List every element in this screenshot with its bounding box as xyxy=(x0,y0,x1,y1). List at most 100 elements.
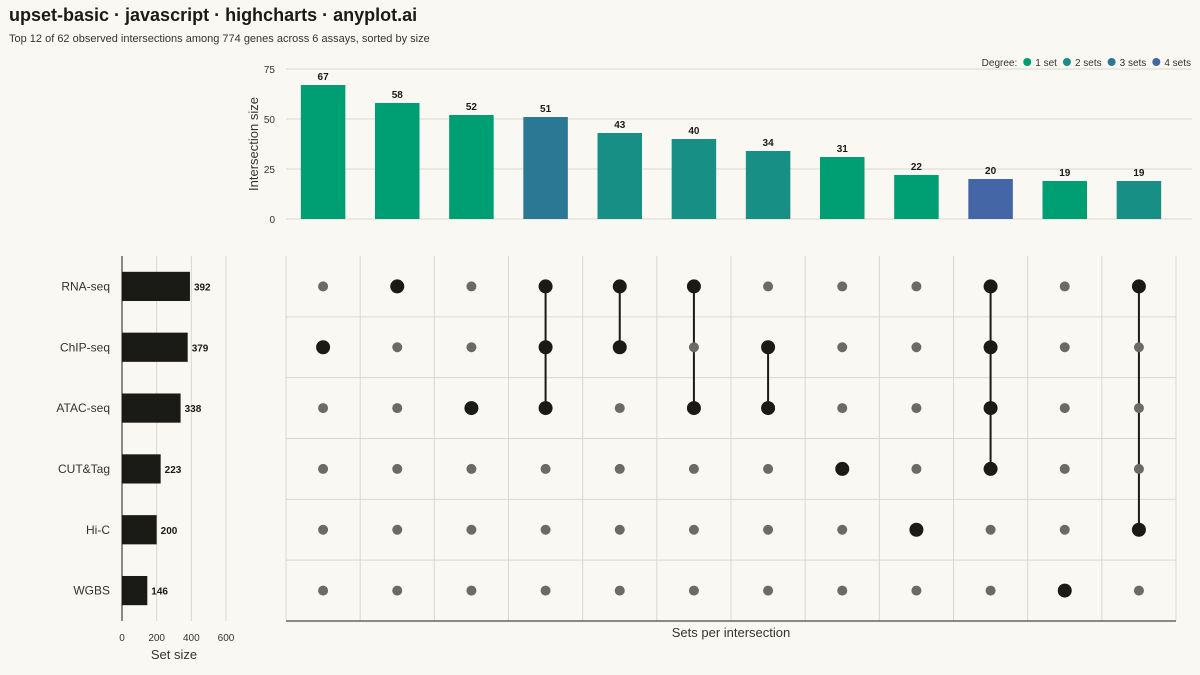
legend-item-label: 1 set xyxy=(1035,58,1057,69)
matrix-dot-inactive xyxy=(1059,463,1070,474)
matrix-dot-active xyxy=(390,279,405,294)
set-size-bar xyxy=(122,332,188,362)
intersection-bar xyxy=(523,117,568,219)
matrix-dot-inactive xyxy=(540,524,551,535)
intersection-bar xyxy=(1116,181,1162,219)
matrix-dot-inactive xyxy=(614,463,625,474)
matrix-dot-active xyxy=(686,279,701,294)
matrix-dot-active xyxy=(835,461,850,476)
legend-marker xyxy=(1107,58,1116,66)
matrix-dot-inactive xyxy=(1133,403,1144,414)
intersection-bar xyxy=(820,157,865,219)
set-size-label: 379 xyxy=(192,343,209,354)
matrix-dot-inactive xyxy=(911,342,922,353)
set-tick-label: 200 xyxy=(148,633,165,644)
matrix-dot-active xyxy=(538,340,553,355)
intersection-bar xyxy=(1042,181,1087,219)
matrix-dot-inactive xyxy=(985,524,996,535)
bar-data-label: 34 xyxy=(763,138,775,149)
legend-marker xyxy=(1062,58,1071,66)
set-size-label: 200 xyxy=(161,526,178,537)
set-name-label: ATAC-seq xyxy=(56,401,110,415)
set-size-bar xyxy=(122,454,161,484)
set-name-label: RNA-seq xyxy=(61,279,110,293)
set-size-label: 338 xyxy=(185,404,202,415)
matrix-dot-active xyxy=(983,461,998,476)
bar-data-label: 52 xyxy=(466,102,478,113)
set-size-bar xyxy=(122,393,181,423)
set-name-label: Hi-C xyxy=(86,523,110,537)
set-name-label: WGBS xyxy=(73,584,110,598)
matrix-dot-inactive xyxy=(1059,281,1070,292)
matrix-dot-inactive xyxy=(466,585,477,596)
set-axis-title: Set size xyxy=(151,647,197,662)
matrix-dot-active xyxy=(761,340,776,355)
matrix-dot-inactive xyxy=(392,403,403,414)
set-tick-label: 400 xyxy=(183,633,200,644)
matrix-axis-title: Sets per intersection xyxy=(672,625,791,640)
matrix-dot-active xyxy=(612,279,627,294)
set-size-bar xyxy=(122,515,157,545)
matrix-dot-inactive xyxy=(1133,463,1144,474)
matrix-dot-active xyxy=(909,522,924,537)
matrix-dot-inactive xyxy=(1133,585,1144,596)
intersection-bar xyxy=(671,139,717,219)
set-size-label: 392 xyxy=(194,282,211,293)
matrix-dot-inactive xyxy=(837,281,848,292)
legend-title: Degree: xyxy=(982,58,1018,69)
matrix-dot-inactive xyxy=(763,463,774,474)
matrix-dot-inactive xyxy=(392,463,403,474)
matrix-dot-inactive xyxy=(911,281,922,292)
bar-data-label: 22 xyxy=(911,162,923,173)
y-tick-label: 0 xyxy=(269,215,275,226)
matrix-dot-inactive xyxy=(763,281,774,292)
matrix-dot-active xyxy=(1131,522,1146,537)
matrix-dot-active xyxy=(983,279,998,294)
matrix-dot-inactive xyxy=(466,342,477,353)
chart-title: upset-basic · javascript · highcharts · … xyxy=(9,5,418,25)
legend-marker xyxy=(1152,58,1161,66)
matrix-dot-inactive xyxy=(614,524,625,535)
set-size-label: 223 xyxy=(165,465,182,476)
bar-data-label: 40 xyxy=(688,126,700,137)
matrix-dot-active xyxy=(538,401,553,416)
y-tick-label: 50 xyxy=(264,115,276,126)
matrix-dot-inactive xyxy=(318,524,329,535)
matrix-dot-inactive xyxy=(911,585,922,596)
intersection-bar xyxy=(375,103,420,219)
matrix-dot-inactive xyxy=(763,585,774,596)
matrix-dot-inactive xyxy=(318,281,329,292)
matrix-dot-inactive xyxy=(540,585,551,596)
bar-data-label: 43 xyxy=(614,120,626,131)
legend-item-label: 4 sets xyxy=(1164,58,1191,69)
intersection-bar xyxy=(300,85,346,219)
set-name-label: ChIP-seq xyxy=(60,340,110,354)
intersection-bar xyxy=(894,175,939,219)
matrix-dot-inactive xyxy=(392,524,403,535)
matrix-dot-inactive xyxy=(911,403,922,414)
legend-marker xyxy=(1023,58,1032,66)
matrix-dot-active xyxy=(1057,583,1072,598)
matrix-dot-inactive xyxy=(392,342,403,353)
bar-data-label: 19 xyxy=(1059,168,1071,179)
matrix-dot-inactive xyxy=(837,585,848,596)
intersection-bar xyxy=(597,133,642,219)
intersection-bar xyxy=(745,151,791,219)
intersection-bar xyxy=(968,179,1013,219)
matrix-dot-inactive xyxy=(911,463,922,474)
matrix-dot-inactive xyxy=(837,403,848,414)
matrix-dot-inactive xyxy=(688,585,699,596)
set-tick-label: 600 xyxy=(218,633,235,644)
matrix-dot-inactive xyxy=(614,585,625,596)
legend-item-label: 2 sets xyxy=(1075,58,1102,69)
matrix-dot-inactive xyxy=(837,524,848,535)
set-tick-label: 0 xyxy=(119,633,125,644)
bar-data-label: 67 xyxy=(318,72,330,83)
legend-item-label: 3 sets xyxy=(1120,58,1147,69)
matrix-dot-active xyxy=(612,340,627,355)
set-size-bar xyxy=(122,575,148,606)
matrix-dot-inactive xyxy=(540,463,551,474)
bar-data-label: 31 xyxy=(837,144,849,155)
matrix-dot-inactive xyxy=(392,585,403,596)
y-axis-title: Intersection size xyxy=(246,97,261,191)
